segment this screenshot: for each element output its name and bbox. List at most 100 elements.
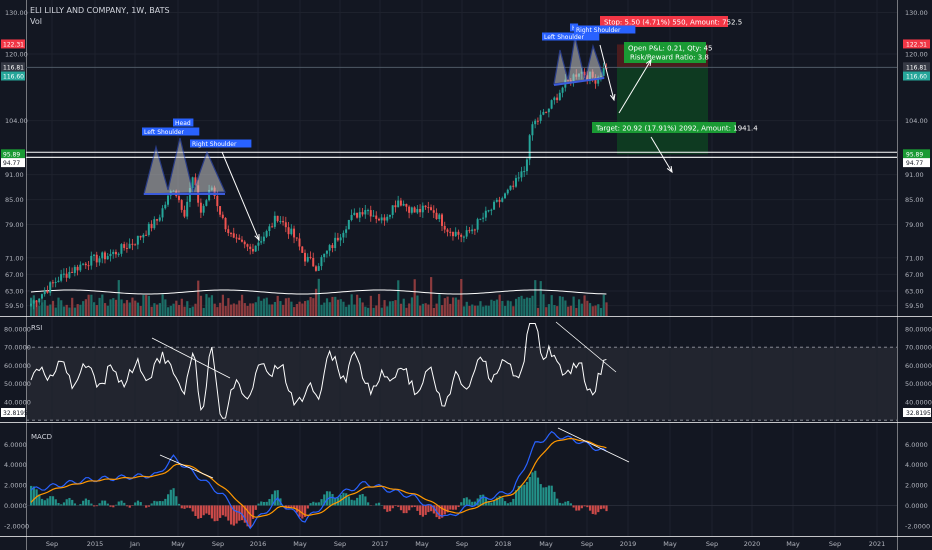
volume-bar <box>525 297 529 316</box>
macd-histogram-bar <box>221 505 224 516</box>
volume-bar <box>134 300 137 316</box>
volume-bar <box>40 302 44 316</box>
volume-bar <box>120 299 123 316</box>
macd-histogram-bar <box>40 498 44 506</box>
macd-histogram-bar <box>309 503 312 506</box>
candle-body <box>583 71 586 76</box>
macd-histogram-bar <box>594 505 597 515</box>
candle-body <box>421 205 424 213</box>
rsi-y-tick-right: 40.0000 <box>905 398 932 406</box>
macd-histogram-bar <box>558 502 562 506</box>
candle-body <box>95 254 98 263</box>
candle-body <box>556 97 559 101</box>
trade-arrow-down-head <box>666 165 673 174</box>
macd-histogram-bar <box>501 497 504 506</box>
y-tick-left: 130.00 <box>5 9 28 17</box>
candle-body <box>438 214 441 220</box>
price-tag-right-text: 116.60 <box>906 74 927 81</box>
macd-histogram-bar <box>125 505 129 507</box>
volume-bar <box>495 299 498 316</box>
candle-body <box>112 251 115 254</box>
macd-histogram-bar <box>523 484 526 506</box>
volume-ma-line <box>30 289 607 295</box>
price-tag-left-text: 116.60 <box>3 74 24 81</box>
candle-body <box>227 229 230 234</box>
volume-bar <box>87 294 90 316</box>
macd-histogram-bar <box>262 501 266 506</box>
volume-bar <box>558 296 562 316</box>
candle-body <box>199 202 202 213</box>
candle-body <box>106 256 109 260</box>
macd-histogram-bar <box>399 505 403 511</box>
volume-bar <box>191 306 194 316</box>
candle-body <box>328 245 331 251</box>
candle-body <box>399 200 402 206</box>
rsi-y-tick-left: 80.0000 <box>4 325 31 333</box>
annotation-label: Left Shoulder <box>144 129 184 136</box>
volume-bar <box>342 301 345 316</box>
volume-bar <box>101 294 104 316</box>
macd-histogram-bar <box>128 505 131 508</box>
volume-bar <box>73 307 77 316</box>
rsi-current-left: 32.8195 <box>3 410 28 417</box>
x-tick: May <box>663 540 677 548</box>
candle-body <box>410 207 413 213</box>
macd-histogram-bar <box>451 505 455 510</box>
volume-bar <box>424 303 427 316</box>
macd-histogram-bar <box>293 505 296 509</box>
macd-histogram-bar <box>328 491 331 506</box>
macd-histogram-bar <box>87 499 90 506</box>
macd-histogram-bar <box>580 505 583 509</box>
candle-body <box>43 290 46 295</box>
volume-bar <box>265 297 268 316</box>
x-tick: Sep <box>829 540 841 548</box>
macd-histogram-bar <box>312 501 315 506</box>
volume-bar <box>367 307 370 316</box>
volume-bar <box>246 305 249 316</box>
annotation-bg <box>173 118 194 127</box>
macd-histogram-bar <box>117 501 120 506</box>
y-tick-right: 79.00 <box>905 221 924 229</box>
volume-bar <box>336 299 340 316</box>
macd-histogram-bar <box>468 499 471 506</box>
candle-body <box>71 271 74 273</box>
macd-histogram-bar <box>602 505 605 509</box>
macd-histogram-bar <box>191 505 194 512</box>
volume-bar <box>230 304 233 316</box>
rsi-y-tick-right: 50.0000 <box>905 380 932 388</box>
price-tag-left <box>1 71 25 81</box>
annotation-label: Right Shoulder <box>192 141 237 148</box>
volume-bar <box>82 301 85 316</box>
volume-bar <box>419 305 422 316</box>
macd-histogram-bar <box>219 505 222 518</box>
volume-bar <box>451 297 455 316</box>
macd-histogram-bar <box>550 485 553 506</box>
volume-bar <box>51 300 55 316</box>
macd-histogram-bar <box>408 505 411 511</box>
annotation-bg <box>142 127 200 136</box>
candle-body <box>430 207 433 211</box>
candle-body <box>131 243 134 245</box>
candle-body <box>520 171 523 178</box>
candle-body <box>364 210 367 215</box>
y-tick-right: 85.00 <box>905 196 924 204</box>
candle-body <box>219 206 222 215</box>
x-tick: May <box>539 540 553 548</box>
candle-body <box>180 200 183 210</box>
macd-histogram-bar <box>430 505 433 512</box>
volume-bar <box>375 305 378 316</box>
volume-bar <box>484 305 488 316</box>
volume-bar <box>564 300 567 316</box>
volume-bar <box>320 304 323 316</box>
candle-body <box>284 222 287 228</box>
candle-body <box>205 200 208 206</box>
rsi-trendline-2015 <box>151 337 231 379</box>
volume-bar <box>591 306 594 316</box>
candle-body <box>402 203 405 206</box>
macd-histogram-bar <box>287 505 290 509</box>
volume-bar <box>594 305 597 316</box>
macd-histogram-bar <box>82 500 85 506</box>
candle-body <box>309 256 312 258</box>
candle-body <box>460 234 463 237</box>
